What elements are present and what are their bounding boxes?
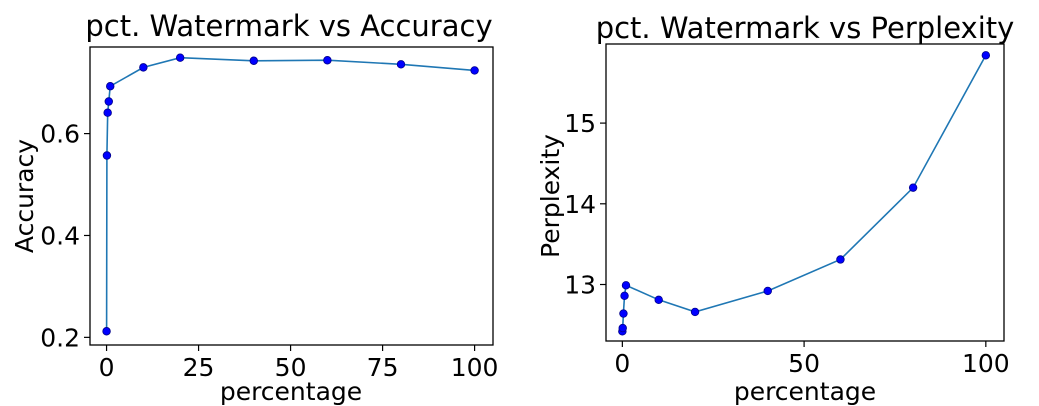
data-point — [175, 53, 185, 62]
data-point — [323, 56, 332, 65]
data-point — [396, 60, 406, 69]
data-point — [139, 63, 148, 72]
data-point — [249, 56, 258, 65]
series-markers — [102, 53, 479, 336]
data-point — [106, 82, 115, 91]
x-tick-label: 100 — [451, 353, 499, 382]
plot-frame — [605, 43, 1005, 342]
data-point — [621, 281, 631, 290]
x-tick-label: 0 — [99, 353, 115, 382]
x-tick-label: 25 — [183, 353, 215, 382]
y-axis-label: Perplexity — [536, 134, 565, 258]
x-tick-label: 100 — [962, 349, 1010, 378]
data-point — [981, 51, 991, 60]
data-point — [104, 97, 113, 106]
x-axis-label: percentage — [220, 377, 362, 406]
plot-frame — [89, 46, 494, 346]
data-point — [470, 66, 479, 75]
series-line — [105, 56, 475, 332]
chart-title: pct. Watermark vs Accuracy — [85, 9, 492, 43]
series-line — [621, 54, 987, 332]
data-point — [102, 151, 112, 160]
y-ticks: 13 14 15 — [564, 109, 606, 300]
x-tick-label: 0 — [614, 349, 630, 378]
series-markers — [618, 51, 991, 336]
x-tick-label: 50 — [275, 353, 307, 382]
x-ticks: 0 25 50 75 100 — [99, 345, 499, 382]
accuracy-chart: pct. Watermark vs Accuracy 0 25 50 75 100 0.… — [10, 9, 498, 406]
y-tick-label: 15 — [564, 109, 596, 138]
data-point — [102, 327, 111, 336]
y-tick-label: 13 — [564, 271, 596, 300]
series-line-path — [621, 54, 987, 332]
data-point — [836, 255, 845, 264]
data-point — [908, 183, 918, 192]
y-axis-label: Accuracy — [10, 139, 39, 253]
x-tick-label: 50 — [788, 349, 820, 378]
data-point — [618, 323, 627, 333]
data-point — [619, 309, 628, 318]
y-tick-label: 14 — [564, 190, 596, 219]
x-ticks: 0 50 100 — [614, 341, 1010, 378]
data-point — [103, 108, 112, 117]
data-point — [763, 286, 772, 296]
y-tick-label: 0.2 — [40, 323, 80, 352]
y-ticks: 0.2 0.4 0.6 — [40, 120, 90, 352]
y-tick-label: 0.4 — [40, 221, 80, 250]
data-point — [654, 295, 663, 305]
perplexity-chart: pct. Watermark vs Perplexity 0 50 100 13 14… — [536, 11, 1014, 406]
chart-title: pct. Watermark vs Perplexity — [596, 11, 1015, 45]
y-tick-label: 0.6 — [40, 120, 80, 149]
data-point — [690, 307, 700, 317]
series-line-path — [105, 56, 475, 332]
x-axis-label: percentage — [734, 377, 876, 406]
data-point — [620, 291, 629, 301]
x-tick-label: 75 — [367, 353, 399, 382]
